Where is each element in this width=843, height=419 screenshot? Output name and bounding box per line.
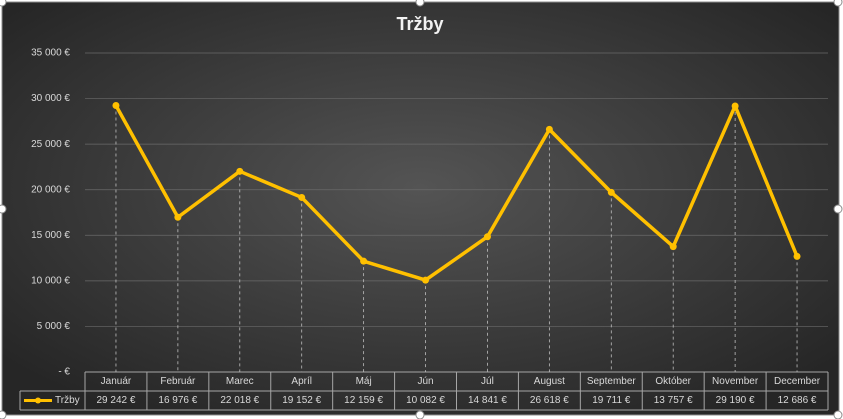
table-value: 26 618 €: [530, 395, 569, 406]
x-tick-label: Február: [160, 376, 196, 387]
y-tick-label: 35 000 €: [31, 48, 70, 59]
table-value: 12 159 €: [344, 395, 383, 406]
y-tick-label: 25 000 €: [31, 139, 70, 150]
handle: [0, 0, 7, 7]
table-value: 22 018 €: [220, 395, 259, 406]
x-tick-label: December: [774, 376, 821, 387]
x-tick-label: Júl: [481, 376, 494, 387]
y-tick-label: - €: [58, 367, 70, 378]
table-value: 29 242 €: [96, 395, 135, 406]
data-point: [422, 276, 430, 284]
table-value: 19 152 €: [282, 395, 321, 406]
x-tick-label: Jún: [417, 376, 433, 387]
x-tick-label: Apríl: [291, 376, 312, 387]
table-value: 10 082 €: [406, 395, 445, 406]
handle: [833, 410, 843, 419]
legend-label: Tržby: [55, 395, 80, 406]
y-tick-label: 5 000 €: [37, 321, 71, 332]
handle: [0, 410, 7, 419]
table-value: 19 711 €: [592, 395, 631, 406]
x-tick-label: Marec: [226, 376, 254, 387]
legend-marker: [35, 397, 41, 404]
x-tick-label: Január: [101, 376, 132, 387]
y-tick-label: 20 000 €: [31, 184, 70, 195]
handle: [0, 204, 7, 214]
x-tick-label: September: [587, 376, 637, 387]
table-value: 29 190 €: [716, 395, 755, 406]
handle: [415, 0, 425, 7]
table-value: 16 976 €: [158, 395, 197, 406]
table-value: 14 841 €: [468, 395, 507, 406]
handle: [833, 0, 843, 7]
table-value: 13 757 €: [654, 395, 693, 406]
y-tick-label: 30 000 €: [31, 93, 70, 104]
handle: [833, 204, 843, 214]
data-point: [545, 125, 553, 133]
x-tick-label: Október: [655, 376, 691, 387]
data-point: [731, 102, 739, 110]
x-tick-label: August: [534, 376, 565, 387]
chart-title: Tržby: [396, 14, 443, 34]
data-point: [669, 243, 677, 251]
handle: [415, 410, 425, 419]
data-point: [174, 213, 182, 221]
data-point: [793, 252, 801, 260]
data-point: [298, 193, 306, 201]
table-value: 12 686 €: [778, 395, 817, 406]
data-point: [236, 167, 244, 175]
data-point: [607, 188, 615, 196]
series-line: [114, 104, 799, 282]
y-tick-label: 15 000 €: [31, 230, 70, 241]
data-point: [360, 257, 368, 265]
data-point: [483, 233, 491, 241]
x-tick-label: Máj: [356, 376, 372, 387]
x-tick-label: November: [712, 376, 759, 387]
y-tick-label: 10 000 €: [31, 275, 70, 286]
data-point: [112, 101, 120, 109]
